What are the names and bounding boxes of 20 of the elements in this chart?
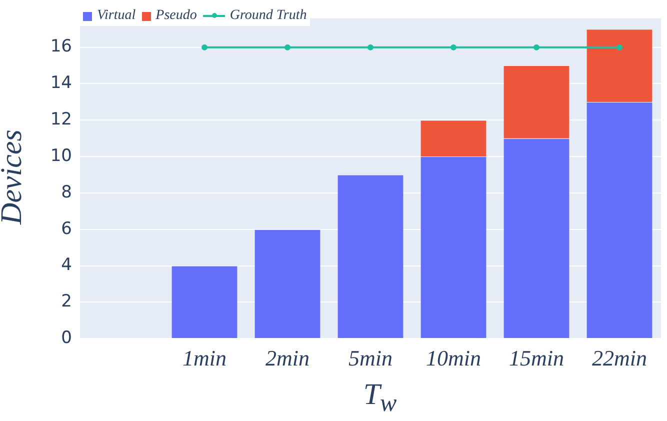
x-tick-label: 15min <box>509 346 564 371</box>
x-tick-label: 5min <box>348 346 392 371</box>
y-tick-label: 2 <box>61 292 72 312</box>
x-tick-label: 1min <box>182 346 226 371</box>
x-tick-label: 10min <box>426 346 481 371</box>
y-tick-label: 0 <box>61 328 72 348</box>
legend-label: Ground Truth <box>230 8 307 24</box>
x-axis-title: T$_{w}$ <box>363 378 397 418</box>
legend-label: Pseudo <box>156 8 197 24</box>
legend-label: Virtual <box>97 8 136 24</box>
y-tick-label: 12 <box>50 110 72 130</box>
y-tick-label: 10 <box>50 146 72 166</box>
y-tick-label: 4 <box>61 255 72 276</box>
y-tick-label: 6 <box>61 218 72 239</box>
x-tick-label: 2min <box>266 346 310 371</box>
y-tick-label: 16 <box>50 36 72 57</box>
y-tick-label: 8 <box>61 182 72 202</box>
y-axis-title: Devices <box>0 128 29 227</box>
x-tick-label: 22min <box>592 346 647 371</box>
y-tick-label: 14 <box>50 73 72 94</box>
